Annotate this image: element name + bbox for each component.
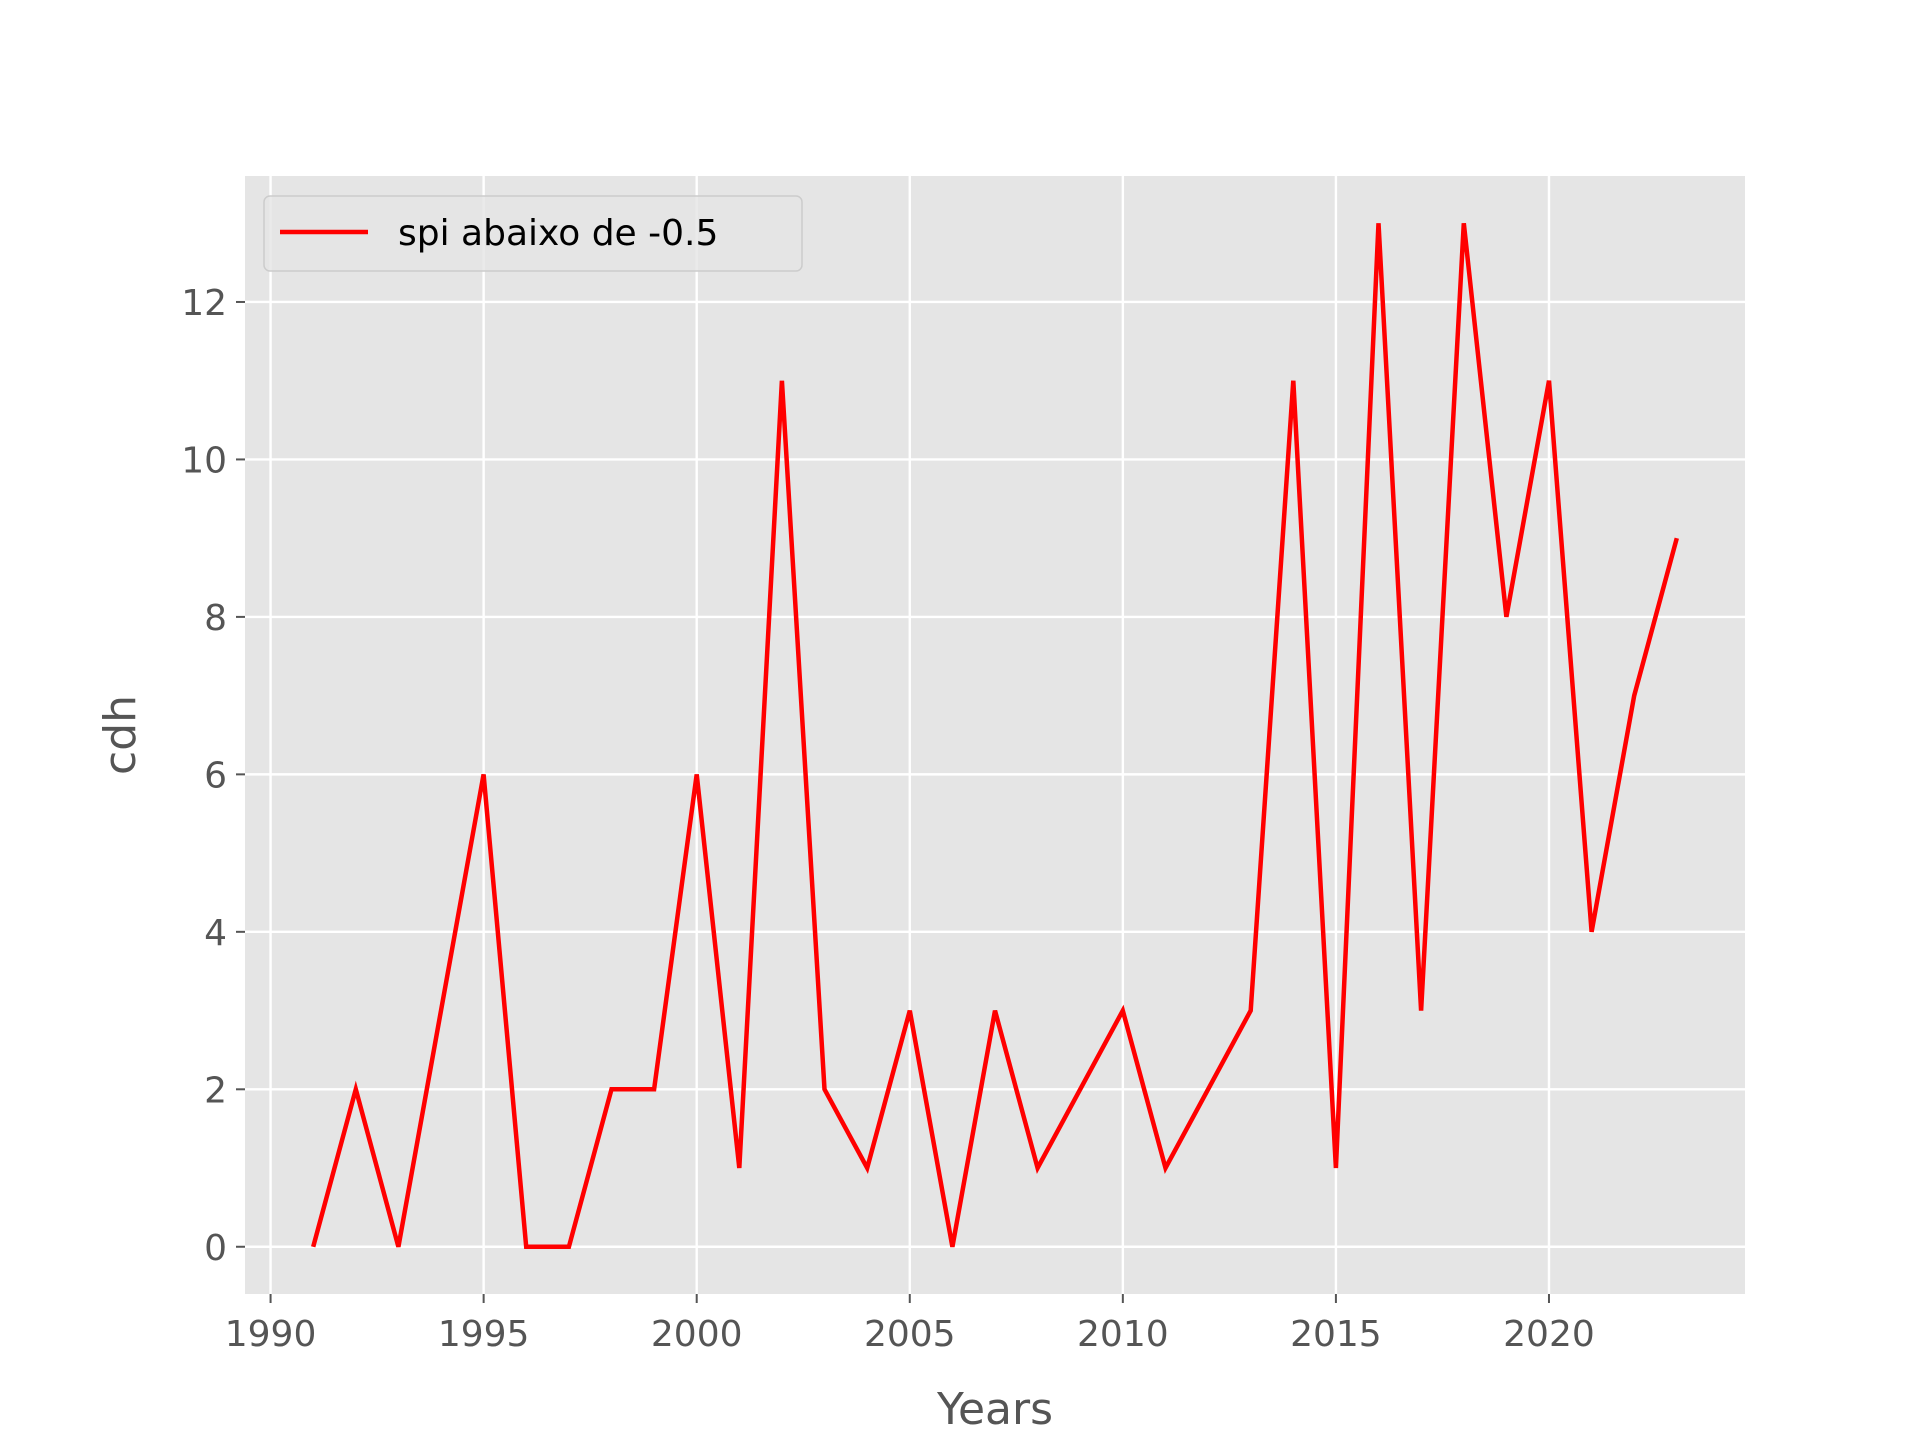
- x-axis-label: Years: [936, 1384, 1053, 1435]
- series-layer: [311, 222, 1679, 1250]
- x-tick-label: 2005: [864, 1314, 956, 1355]
- y-tick-label: 4: [204, 913, 227, 954]
- x-tick-label: 2020: [1503, 1314, 1595, 1355]
- y-tick-label: 8: [204, 598, 227, 639]
- y-axis-label: cdh: [95, 695, 146, 775]
- plot-background: [245, 176, 1745, 1294]
- x-tick-label: 2000: [651, 1314, 743, 1355]
- y-tick-label: 2: [204, 1070, 227, 1111]
- x-tick-label: 2015: [1290, 1314, 1382, 1355]
- legend-label: spi abaixo de -0.5: [398, 213, 718, 254]
- legend: spi abaixo de -0.5: [263, 195, 803, 272]
- x-tick-label: 2010: [1077, 1314, 1169, 1355]
- grid: [245, 176, 1745, 1294]
- ticks: 1990 1995 2000 2005 2010 2015 2020 0 2 4 6 8 10 12: [181, 283, 1595, 1355]
- y-tick-label: 12: [181, 283, 227, 324]
- x-tick-label: 1990: [225, 1314, 317, 1355]
- y-tick-label: 10: [181, 440, 227, 481]
- x-tick-label: 1995: [438, 1314, 530, 1355]
- legend-box: [263, 195, 803, 272]
- series-line: [311, 222, 1679, 1250]
- y-tick-label: 6: [204, 755, 227, 796]
- y-tick-label: 0: [204, 1228, 227, 1269]
